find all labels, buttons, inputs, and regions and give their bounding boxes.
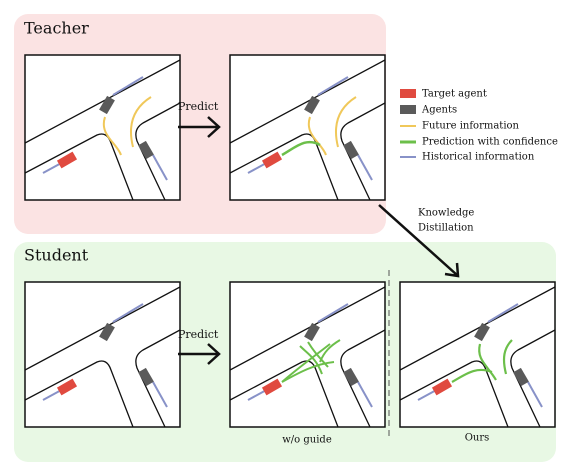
panel	[230, 55, 385, 200]
legend-label: Future information	[422, 121, 520, 132]
arrow	[178, 116, 221, 138]
legend-label: Historical information	[422, 152, 535, 163]
distillation-label: Knowledge	[418, 208, 474, 219]
predict-label: Predict	[178, 328, 219, 341]
student-title: Student	[24, 246, 89, 265]
arrow	[378, 204, 460, 278]
panel	[230, 282, 385, 427]
legend-label: Agents	[421, 105, 457, 116]
legend-label: Target agent	[422, 89, 487, 100]
legend: Target agent Agents Future information P…	[400, 89, 558, 163]
caption: Ours	[465, 433, 490, 444]
caption: w/o guide	[282, 435, 332, 446]
legend-label: Prediction with confidence	[422, 137, 558, 148]
panel	[400, 282, 555, 427]
arrow	[178, 343, 221, 365]
panel	[25, 55, 180, 200]
teacher-title: Teacher	[24, 19, 89, 38]
predict-label: Predict	[178, 100, 219, 113]
panel	[25, 282, 180, 427]
distillation-label: Distillation	[418, 223, 474, 234]
